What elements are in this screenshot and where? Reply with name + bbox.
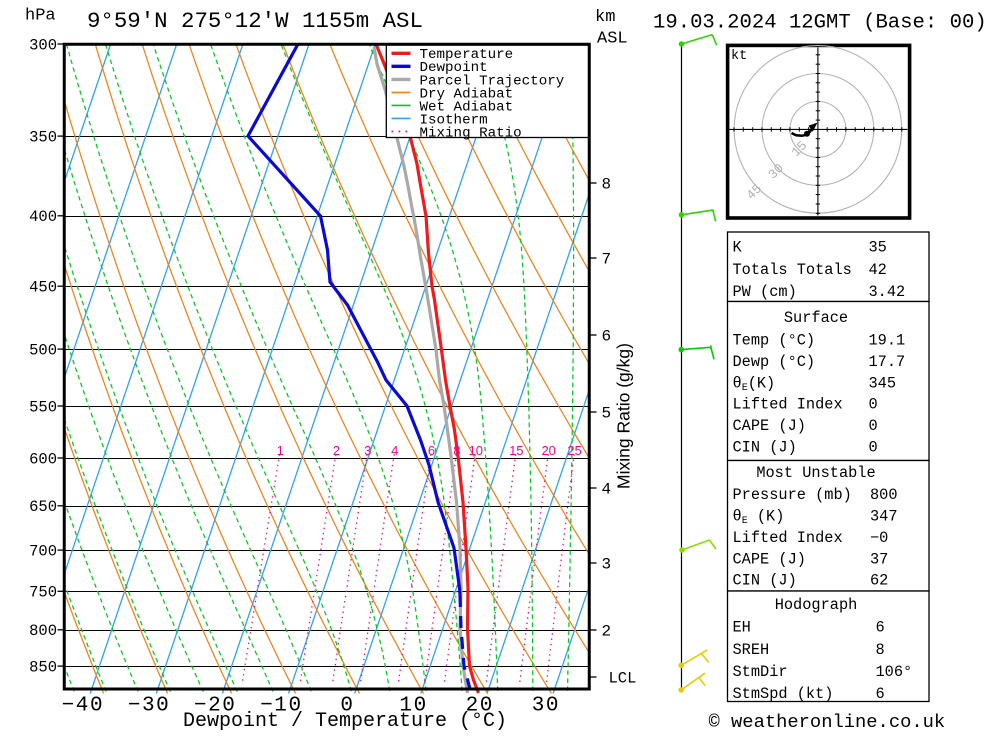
svg-text:Lifted Index: Lifted Index bbox=[733, 529, 843, 547]
svg-text:θE (K): θE (K) bbox=[733, 507, 785, 527]
svg-text:hPa: hPa bbox=[25, 7, 56, 26]
svg-text:3: 3 bbox=[364, 443, 371, 458]
svg-text:8: 8 bbox=[453, 443, 460, 458]
svg-text:850: 850 bbox=[29, 658, 57, 676]
svg-text:19.03.2024 12GMT (Base: 00): 19.03.2024 12GMT (Base: 00) bbox=[653, 12, 987, 35]
svg-text:17.7: 17.7 bbox=[869, 353, 906, 371]
svg-text:3.42: 3.42 bbox=[869, 283, 906, 301]
svg-text:6: 6 bbox=[876, 618, 885, 636]
svg-text:800: 800 bbox=[870, 486, 898, 504]
svg-text:6: 6 bbox=[602, 328, 612, 346]
svg-text:θE(K): θE(K) bbox=[733, 374, 776, 394]
svg-text:−10: −10 bbox=[260, 695, 303, 718]
svg-text:3: 3 bbox=[602, 556, 612, 574]
svg-text:Most Unstable: Most Unstable bbox=[756, 464, 875, 482]
svg-text:19.1: 19.1 bbox=[869, 331, 906, 349]
svg-text:500: 500 bbox=[29, 341, 57, 359]
svg-text:Totals Totals: Totals Totals bbox=[733, 261, 852, 279]
svg-text:0: 0 bbox=[869, 438, 878, 456]
svg-text:SREH: SREH bbox=[733, 641, 770, 659]
svg-text:347: 347 bbox=[870, 507, 898, 525]
svg-text:6: 6 bbox=[428, 443, 435, 458]
svg-text:350: 350 bbox=[29, 128, 57, 146]
svg-text:StmSpd (kt): StmSpd (kt) bbox=[733, 685, 834, 703]
svg-text:42: 42 bbox=[869, 261, 887, 279]
svg-text:9°59'N 275°12'W 1155m ASL: 9°59'N 275°12'W 1155m ASL bbox=[87, 8, 423, 34]
svg-text:2: 2 bbox=[333, 443, 340, 458]
svg-text:kt: kt bbox=[731, 49, 747, 64]
svg-text:Isotherm: Isotherm bbox=[420, 112, 488, 128]
svg-text:37: 37 bbox=[870, 550, 888, 568]
svg-text:StmDir: StmDir bbox=[733, 663, 788, 681]
svg-text:Temperature: Temperature bbox=[420, 47, 514, 63]
svg-text:K: K bbox=[733, 238, 743, 256]
svg-text:4: 4 bbox=[391, 443, 398, 458]
svg-text:400: 400 bbox=[29, 208, 57, 226]
svg-text:−0: −0 bbox=[870, 529, 888, 547]
svg-text:© weatheronline.co.uk: © weatheronline.co.uk bbox=[709, 711, 946, 733]
svg-text:8: 8 bbox=[602, 176, 612, 194]
svg-text:Parcel Trajectory: Parcel Trajectory bbox=[420, 73, 565, 89]
svg-text:Temp (°C): Temp (°C) bbox=[733, 331, 816, 349]
svg-text:8: 8 bbox=[876, 641, 885, 659]
svg-text:650: 650 bbox=[29, 498, 57, 516]
svg-text:10: 10 bbox=[399, 695, 427, 718]
svg-text:Dewpoint: Dewpoint bbox=[420, 60, 488, 76]
svg-text:6: 6 bbox=[876, 685, 885, 703]
svg-text:62: 62 bbox=[870, 571, 888, 589]
svg-text:−40: −40 bbox=[62, 695, 105, 718]
svg-text:0: 0 bbox=[869, 417, 878, 435]
svg-text:106°: 106° bbox=[876, 663, 913, 681]
svg-text:−30: −30 bbox=[128, 695, 171, 718]
svg-text:CIN (J): CIN (J) bbox=[733, 571, 797, 589]
svg-text:CAPE (J): CAPE (J) bbox=[733, 417, 806, 435]
svg-text:30: 30 bbox=[532, 695, 560, 718]
svg-text:10: 10 bbox=[469, 443, 483, 458]
svg-text:0: 0 bbox=[869, 395, 878, 413]
svg-text:2: 2 bbox=[602, 623, 612, 641]
svg-text:CIN (J): CIN (J) bbox=[733, 438, 797, 456]
svg-text:km: km bbox=[595, 8, 615, 27]
svg-text:Lifted Index: Lifted Index bbox=[733, 395, 843, 413]
svg-text:Wet Adiabat: Wet Adiabat bbox=[420, 99, 514, 115]
svg-text:Dewpoint / Temperature (°C): Dewpoint / Temperature (°C) bbox=[183, 710, 507, 733]
svg-text:700: 700 bbox=[29, 542, 57, 560]
svg-text:4: 4 bbox=[602, 481, 612, 499]
svg-text:450: 450 bbox=[29, 279, 57, 297]
svg-text:Dry Adiabat: Dry Adiabat bbox=[420, 86, 514, 102]
svg-text:0: 0 bbox=[340, 695, 354, 718]
svg-text:5: 5 bbox=[602, 405, 612, 423]
svg-text:EH: EH bbox=[733, 618, 751, 636]
svg-text:Mixing Ratio (g/kg): Mixing Ratio (g/kg) bbox=[614, 343, 634, 489]
svg-text:550: 550 bbox=[29, 398, 57, 416]
svg-text:Pressure (mb): Pressure (mb) bbox=[733, 486, 852, 504]
svg-text:20: 20 bbox=[541, 443, 555, 458]
svg-text:1: 1 bbox=[277, 443, 284, 458]
svg-text:Hodograph: Hodograph bbox=[775, 596, 858, 614]
svg-text:−20: −20 bbox=[194, 695, 237, 718]
svg-text:800: 800 bbox=[29, 622, 57, 640]
svg-text:7: 7 bbox=[602, 251, 612, 269]
svg-text:CAPE (J): CAPE (J) bbox=[733, 550, 806, 568]
svg-text:600: 600 bbox=[29, 450, 57, 468]
svg-text:25: 25 bbox=[567, 443, 581, 458]
svg-text:Dewp (°C): Dewp (°C) bbox=[733, 353, 816, 371]
svg-text:20: 20 bbox=[466, 695, 494, 718]
svg-text:345: 345 bbox=[869, 374, 897, 392]
svg-text:35: 35 bbox=[869, 238, 887, 256]
svg-text:15: 15 bbox=[509, 443, 523, 458]
svg-text:Mixing Ratio: Mixing Ratio bbox=[420, 125, 522, 141]
svg-text:LCL: LCL bbox=[609, 670, 637, 688]
svg-text:300: 300 bbox=[29, 36, 57, 54]
svg-text:PW (cm): PW (cm) bbox=[733, 283, 797, 301]
svg-text:750: 750 bbox=[29, 584, 57, 602]
svg-text:Surface: Surface bbox=[784, 309, 848, 327]
svg-text:ASL: ASL bbox=[597, 30, 628, 49]
